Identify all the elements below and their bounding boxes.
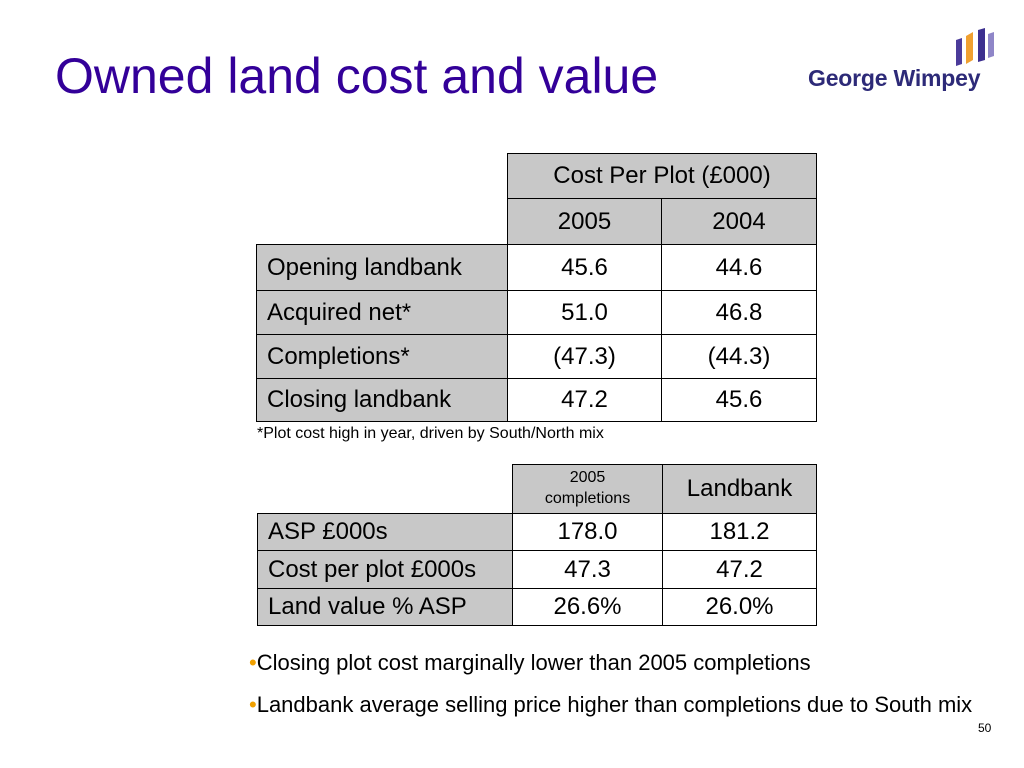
- column-header: Landbank: [662, 464, 817, 514]
- table-row: ASP £000s 178.0 181.2: [257, 513, 817, 551]
- cost-per-plot-table: Cost Per Plot (£000) 2005 2004 Opening l…: [256, 153, 817, 422]
- logo-mark-icon: [956, 28, 994, 66]
- table-column-header-row: 2005 2004: [257, 198, 817, 245]
- row-label: Closing landbank: [256, 378, 508, 422]
- logo-bar: [966, 32, 973, 64]
- logo-bar: [956, 38, 962, 66]
- bullet-text: Landbank average selling price higher th…: [256, 692, 973, 717]
- table-row: Land value % ASP 26.6% 26.0%: [257, 588, 817, 626]
- column-header-label: 2005 completions: [544, 469, 631, 507]
- value-cell: 47.2: [662, 550, 817, 589]
- value-cell: 46.8: [661, 290, 817, 335]
- value-cell: 45.6: [661, 378, 817, 422]
- table-column-header-row: 2005 completions Landbank: [258, 464, 817, 514]
- value-cell: 47.3: [512, 550, 663, 589]
- table-header: Cost Per Plot (£000): [507, 153, 817, 199]
- value-cell: 47.2: [507, 378, 662, 422]
- bullet-icon: •: [249, 692, 257, 717]
- table-row: Completions* (47.3) (44.3): [256, 334, 817, 379]
- column-header: 2005: [507, 198, 662, 245]
- value-cell: (47.3): [507, 334, 662, 379]
- table-row: Opening landbank 45.6 44.6: [256, 244, 817, 291]
- value-cell: 26.0%: [662, 588, 817, 626]
- bullet-text: Closing plot cost marginally lower than …: [256, 650, 811, 675]
- empty-corner-cell: [257, 154, 508, 199]
- land-value-table: 2005 completions Landbank ASP £000s 178.…: [257, 464, 817, 626]
- value-cell: (44.3): [661, 334, 817, 379]
- value-cell: 178.0: [512, 513, 663, 551]
- table-header-row: Cost Per Plot (£000): [257, 153, 817, 199]
- george-wimpey-logo: George Wimpey: [806, 24, 1002, 98]
- empty-corner-cell: [258, 465, 513, 514]
- bullet-item: •Closing plot cost marginally lower than…: [249, 651, 811, 675]
- logo-wordmark: George Wimpey: [808, 65, 981, 91]
- value-cell: 45.6: [507, 244, 662, 291]
- bullet-item: •Landbank average selling price higher t…: [249, 693, 972, 717]
- value-cell: 44.6: [661, 244, 817, 291]
- table-footnote: *Plot cost high in year, driven by South…: [257, 425, 604, 442]
- empty-corner-cell: [257, 199, 508, 245]
- column-header: 2005 completions: [512, 464, 663, 514]
- logo-bar: [978, 28, 985, 62]
- bullet-icon: •: [249, 650, 257, 675]
- value-cell: 181.2: [662, 513, 817, 551]
- table-row: Acquired net* 51.0 46.8: [256, 290, 817, 335]
- value-cell: 51.0: [507, 290, 662, 335]
- table-row: Cost per plot £000s 47.3 47.2: [257, 550, 817, 589]
- table-row: Closing landbank 47.2 45.6: [256, 378, 817, 422]
- row-label: Land value % ASP: [257, 588, 513, 626]
- row-label: Acquired net*: [256, 290, 508, 335]
- row-label: ASP £000s: [257, 513, 513, 551]
- row-label: Cost per plot £000s: [257, 550, 513, 589]
- logo-bar: [988, 32, 994, 58]
- page-number: 50: [978, 721, 992, 735]
- slide-title: Owned land cost and value: [55, 48, 659, 104]
- value-cell: 26.6%: [512, 588, 663, 626]
- row-label: Completions*: [256, 334, 508, 379]
- column-header: 2004: [661, 198, 817, 245]
- row-label: Opening landbank: [256, 244, 508, 291]
